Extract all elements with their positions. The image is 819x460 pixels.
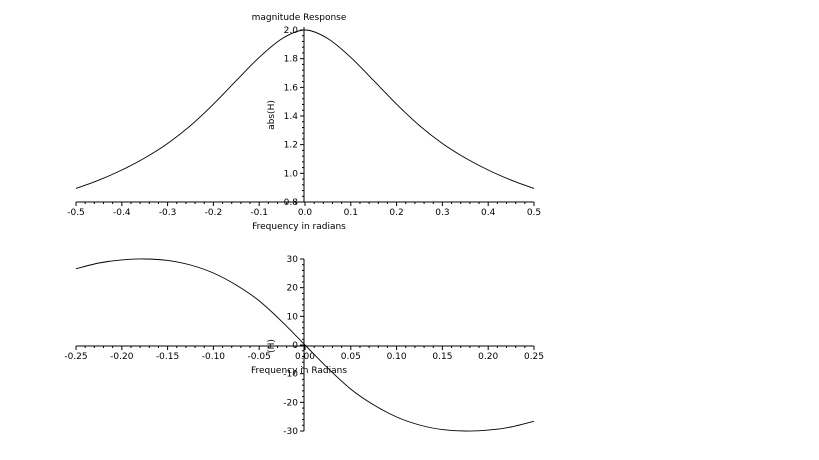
x-tick-label: -0.1 xyxy=(250,208,268,218)
y-tick-label: 0 xyxy=(292,341,298,351)
x-tick-label: 0.5 xyxy=(527,208,541,218)
y-tick-label: 10 xyxy=(287,312,299,322)
x-tick-label: -0.10 xyxy=(202,352,226,362)
x-tick-group: -0.25 -0.20 -0.15 -0.10 -0.05 0.00 0.05 0.10 0.1… xyxy=(64,346,544,362)
series-line xyxy=(75,258,535,432)
y-tick-label: -30 xyxy=(283,427,298,437)
y-tick-label: 1.4 xyxy=(284,112,299,122)
chart-phase-response: -0.25 -0.20 -0.15 -0.10 -0.05 0.00 0.05 0.10 0.1… xyxy=(64,255,544,437)
chart-title: magnitude Response xyxy=(252,13,347,23)
x-tick-label: 0.3 xyxy=(435,208,449,218)
y-tick-label: 0.8 xyxy=(284,198,299,208)
x-tick-label: 0.25 xyxy=(524,352,544,362)
x-tick-group: -0.5 -0.4 -0.3 -0.2 -0.1 0.0 0.1 0.2 0.3 0.4 0.5 xyxy=(67,202,541,218)
x-tick-label: -0.5 xyxy=(67,208,85,218)
y-tick-label: 30 xyxy=(287,255,299,265)
y-tick-group: 0.8 1.0 1.2 1.4 1.6 1.8 2.0 xyxy=(284,26,304,208)
x-tick-label: -0.05 xyxy=(248,352,271,362)
y-tick-label: 1.8 xyxy=(284,55,299,65)
x-tick-label: -0.25 xyxy=(64,352,87,362)
x-tick-label: 0.05 xyxy=(341,352,361,362)
y-tick-label: 2.0 xyxy=(284,26,299,36)
x-tick-label: -0.20 xyxy=(110,352,134,362)
x-tick-label: 0.0 xyxy=(298,208,313,218)
x-axis-label: Frequency in radians xyxy=(252,222,346,232)
y-tick-label: -20 xyxy=(283,398,298,408)
x-tick-label: 0.1 xyxy=(344,208,358,218)
x-axis-label: Frequency in Radians xyxy=(251,366,347,376)
x-tick-label: -0.4 xyxy=(113,208,131,218)
x-tick-label: 0.2 xyxy=(389,208,403,218)
y-axis-label: abs(H) xyxy=(267,100,277,130)
y-tick-group: 30 20 10 0 -10 -20 -30 xyxy=(283,255,304,437)
chart-magnitude-response: magnitude Response -0.5 -0.4 -0.3 -0.2 -0.1 0… xyxy=(67,13,541,232)
y-tick-label: 20 xyxy=(287,284,299,294)
y-tick-label: 1.0 xyxy=(284,169,299,179)
y-axis-label: (H) xyxy=(267,339,277,353)
y-tick-label: 1.2 xyxy=(284,141,298,151)
x-tick-label: -0.15 xyxy=(156,352,179,362)
x-tick-label: 0.10 xyxy=(387,352,407,362)
series-line xyxy=(75,29,535,189)
x-tick-label: 0.00 xyxy=(295,352,315,362)
x-tick-label: 0.15 xyxy=(432,352,452,362)
x-tick-label: -0.2 xyxy=(205,208,223,218)
x-tick-label: 0.4 xyxy=(481,208,496,218)
x-tick-label: -0.3 xyxy=(159,208,177,218)
y-tick-label: 1.6 xyxy=(284,83,299,93)
y-tick-label: -10 xyxy=(283,370,298,380)
x-tick-label: 0.20 xyxy=(478,352,498,362)
